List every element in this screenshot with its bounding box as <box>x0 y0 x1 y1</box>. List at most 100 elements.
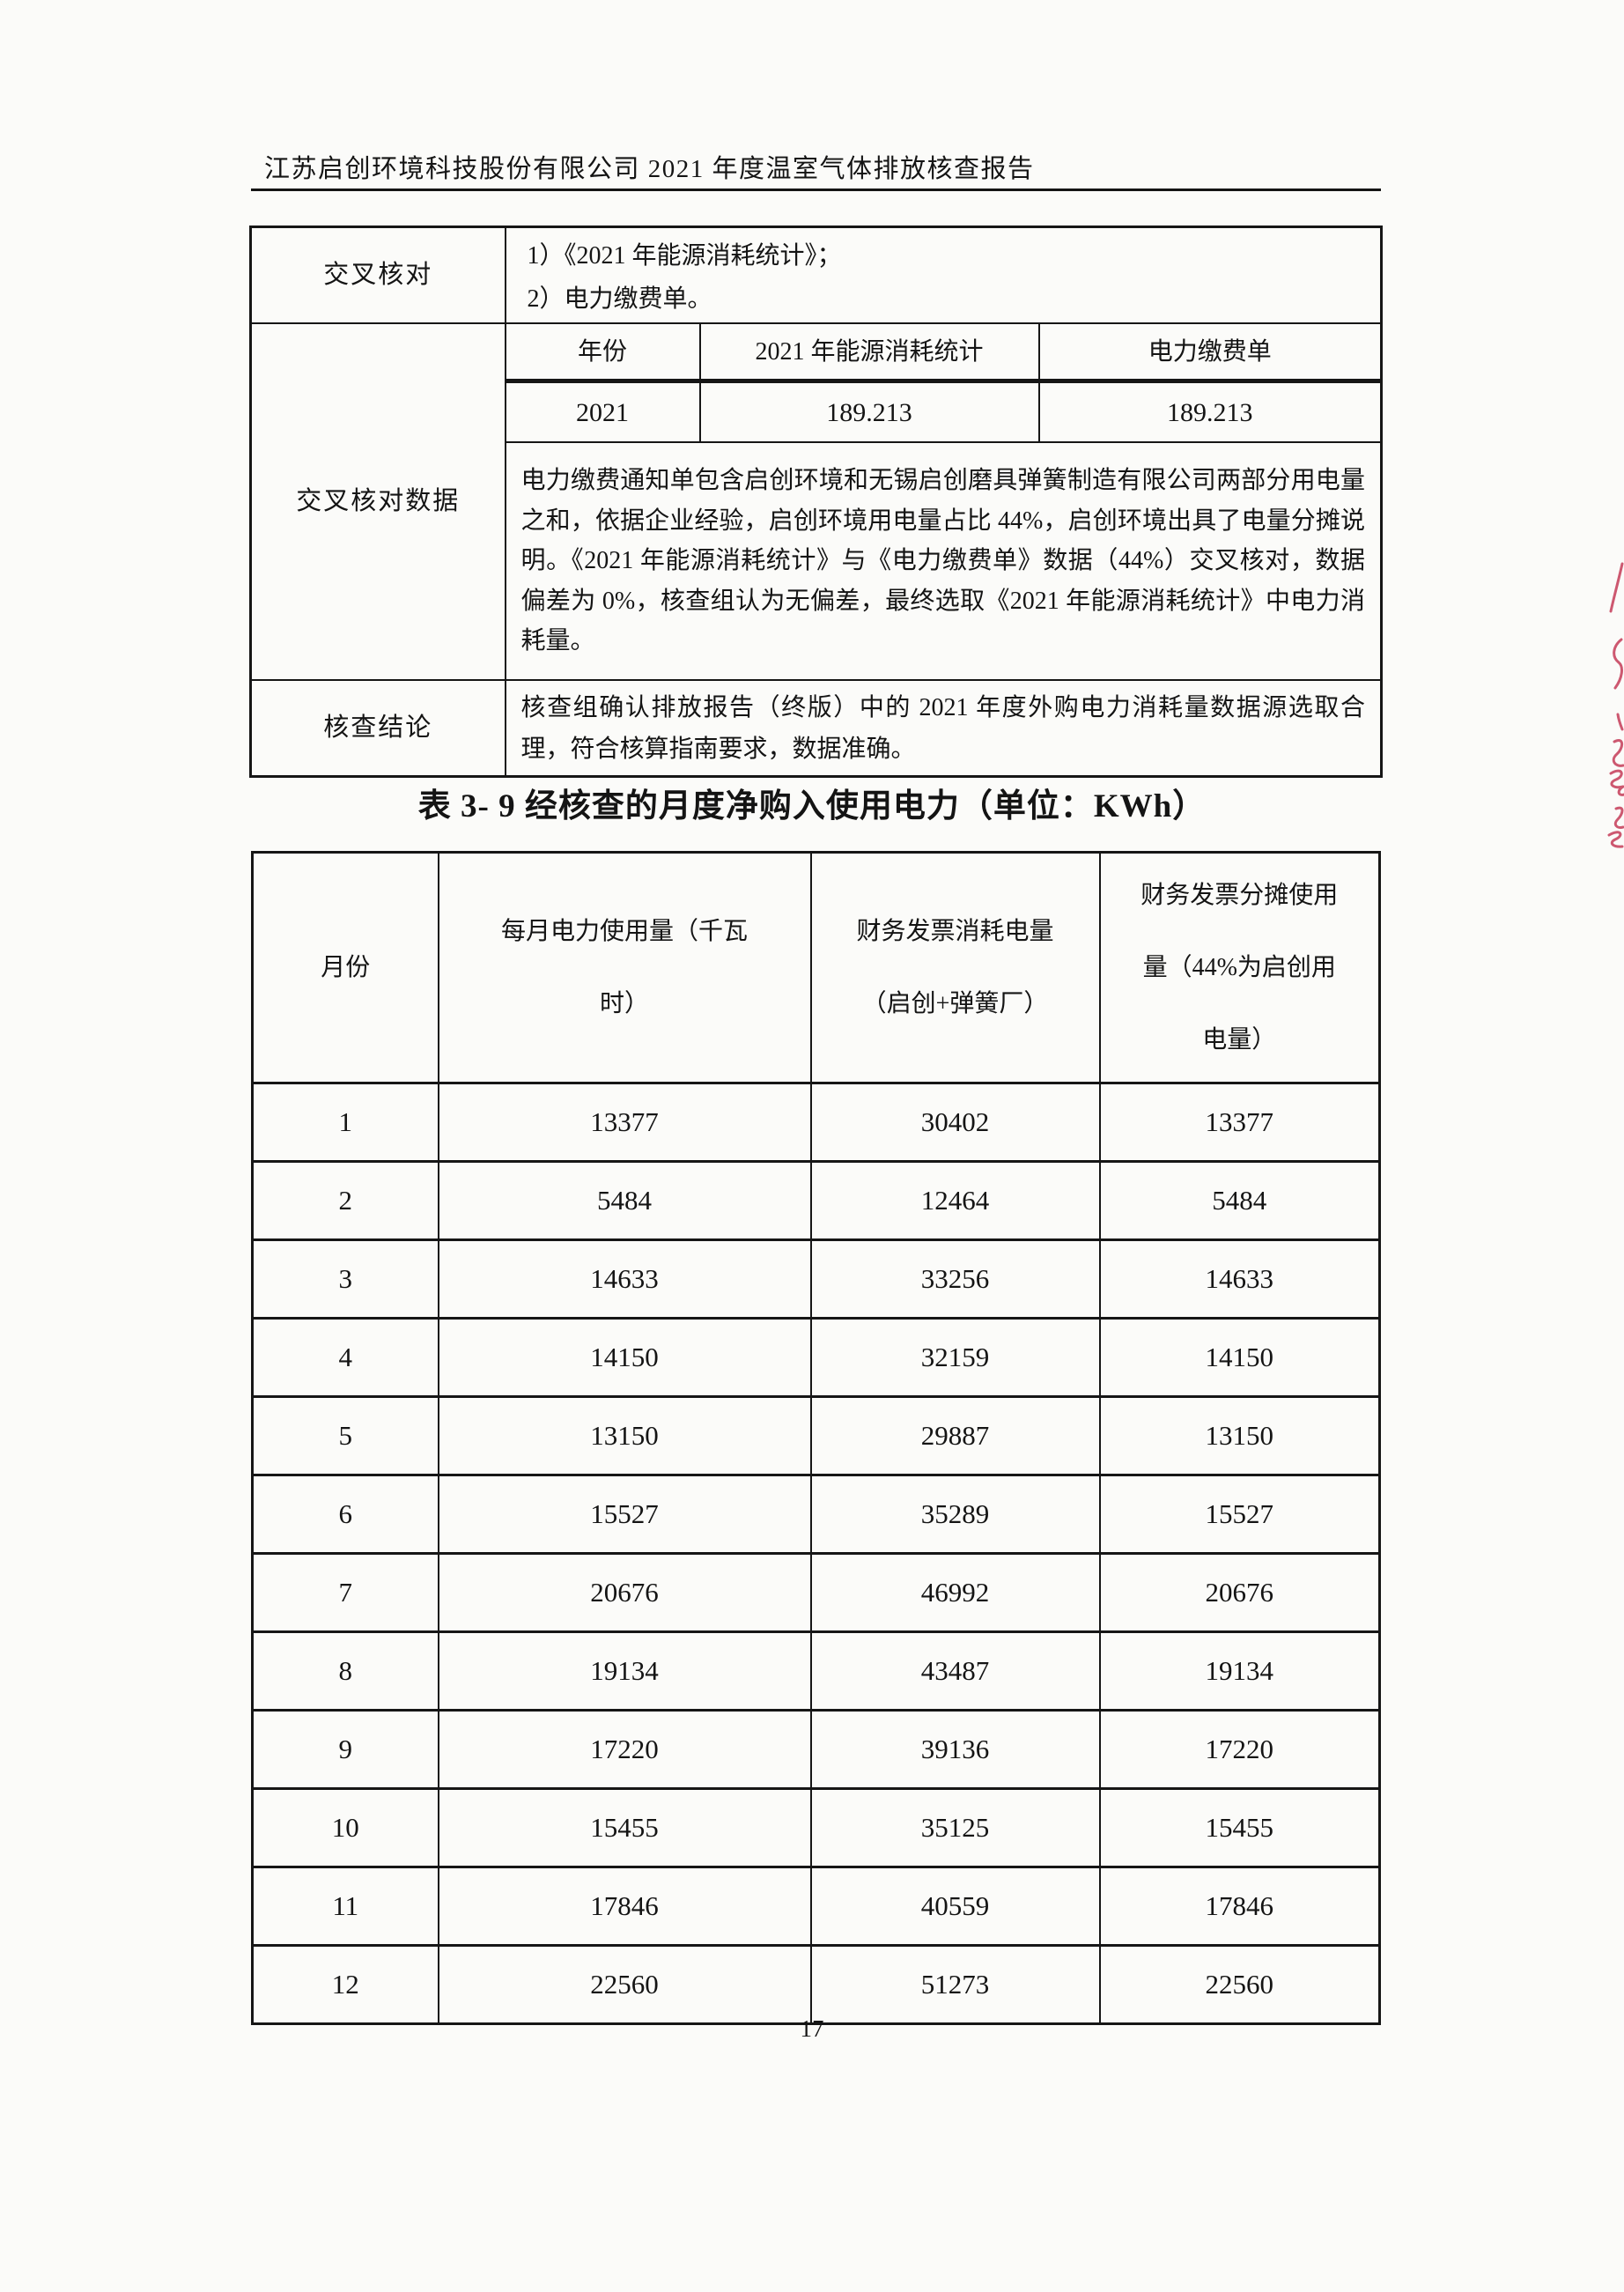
column-header-month: 月份 <box>251 851 439 1084</box>
month-cell: 3 <box>251 1238 439 1320</box>
value-cell: 43487 <box>809 1630 1101 1712</box>
month-cell: 5 <box>251 1395 439 1476</box>
value-cell: 46992 <box>809 1552 1101 1633</box>
value-cell: 14633 <box>1098 1238 1381 1320</box>
table-row: 交叉核对数据 年份 2021 年能源消耗统计 电力缴费单 <box>249 322 1383 681</box>
table-row: 5 13150 29887 13150 <box>251 1395 1381 1476</box>
conclusion-text: 核查组确认排放报告（终版）中的 2021 年度外购电力消耗量数据源选取合理，符合… <box>504 679 1383 778</box>
table-row: 核查结论 核查组确认排放报告（终版）中的 2021 年度外购电力消耗量数据源选取… <box>249 679 1383 778</box>
row-label-cross-check: 交叉核对 <box>249 226 506 324</box>
value-cell: 15455 <box>437 1787 812 1868</box>
header-line: （启创+弹簧厂） <box>861 989 1049 1017</box>
value-cell: 35289 <box>809 1474 1101 1555</box>
value-cell: 17846 <box>437 1866 812 1947</box>
table-row: 8 19134 43487 19134 <box>251 1630 1381 1712</box>
table-row: 10 15455 35125 15455 <box>251 1787 1381 1868</box>
header-line: 每月电力使用量（千瓦 <box>500 917 748 945</box>
header-line: 量（44%为启创用 <box>1142 953 1336 981</box>
nested-value-year: 2021 <box>504 379 701 443</box>
cross-check-table: 交叉核对 1）《2021 年能源消耗统计》； 2）电力缴费单。 交叉核对数据 年… <box>249 226 1383 778</box>
header-rule <box>251 189 1381 191</box>
value-cell: 17220 <box>437 1709 812 1790</box>
table-row: 3 14633 33256 14633 <box>251 1238 1381 1320</box>
value-cell: 15527 <box>1098 1474 1381 1555</box>
month-cell: 2 <box>251 1160 439 1241</box>
value-cell: 15527 <box>437 1474 812 1555</box>
month-cell: 9 <box>251 1709 439 1790</box>
value-cell: 17220 <box>1098 1709 1381 1790</box>
value-cell: 22560 <box>437 1944 812 2025</box>
value-cell: 5484 <box>437 1160 812 1241</box>
table-row: 交叉核对 1）《2021 年能源消耗统计》； 2）电力缴费单。 <box>249 226 1383 324</box>
table-header-row: 月份 每月电力使用量（千瓦 时） 财务发票消耗电量 （启创+弹簧厂） 财务发票分… <box>251 851 1381 1084</box>
monthly-electricity-table: 月份 每月电力使用量（千瓦 时） 财务发票消耗电量 （启创+弹簧厂） 财务发票分… <box>251 851 1381 2025</box>
value-cell: 13377 <box>1098 1082 1381 1163</box>
table-row: 7 20676 46992 20676 <box>251 1552 1381 1633</box>
cross-check-data-paragraph: 电力缴费通知单包含启创环境和无锡启创磨具弹簧制造有限公司两部分用电量之和，依据企… <box>504 441 1383 681</box>
value-cell: 40559 <box>809 1866 1101 1947</box>
source-line-2: 2）电力缴费单。 <box>527 285 712 313</box>
nested-header-electricity-bill: 电力缴费单 <box>1037 322 1383 382</box>
value-cell: 19134 <box>1098 1630 1381 1712</box>
header-line: 时） <box>599 989 649 1017</box>
table-row: 12 22560 51273 22560 <box>251 1944 1381 2025</box>
month-cell: 7 <box>251 1552 439 1633</box>
value-cell: 12464 <box>809 1160 1101 1241</box>
month-cell: 10 <box>251 1787 439 1868</box>
value-cell: 13150 <box>437 1395 812 1476</box>
table-row: 2021 189.213 189.213 <box>251 379 1383 443</box>
monthly-table-body: 1 13377 30402 13377 2 5484 12464 5484 3 14633 3325… <box>251 1082 1381 2025</box>
nested-header-energy-stat: 2021 年能源消耗统计 <box>698 322 1040 382</box>
page-number: 17 <box>800 2015 824 2042</box>
row-label-conclusion: 核查结论 <box>249 679 506 778</box>
header-line: 电量） <box>1202 1025 1277 1054</box>
value-cell: 19134 <box>437 1630 812 1712</box>
cross-check-sources: 1）《2021 年能源消耗统计》； 2）电力缴费单。 <box>504 226 1383 324</box>
value-cell: 17846 <box>1098 1866 1381 1947</box>
month-cell: 8 <box>251 1630 439 1712</box>
nested-value-energy-stat: 189.213 <box>698 379 1040 443</box>
value-cell: 5484 <box>1098 1160 1381 1241</box>
table-row: 1 13377 30402 13377 <box>251 1082 1381 1163</box>
table-row: 2 5484 12464 5484 <box>251 1160 1381 1241</box>
value-cell: 30402 <box>809 1082 1101 1163</box>
column-header-invoice-consumption: 财务发票消耗电量 （启创+弹簧厂） <box>809 851 1101 1084</box>
month-cell: 6 <box>251 1474 439 1555</box>
red-handwriting-marks-icon <box>1607 562 1624 848</box>
row-label-cross-check-data: 交叉核对数据 <box>249 322 506 681</box>
source-line-1: 1）《2021 年能源消耗统计》； <box>527 241 842 270</box>
value-cell: 14150 <box>1098 1317 1381 1398</box>
table-row: 6 15527 35289 15527 <box>251 1474 1381 1555</box>
value-cell: 35125 <box>809 1787 1101 1868</box>
value-cell: 14150 <box>437 1317 812 1398</box>
value-cell: 14633 <box>437 1238 812 1320</box>
column-header-allocated-usage: 财务发票分摊使用 量（44%为启创用 电量） <box>1098 851 1381 1084</box>
header-line: 月份 <box>321 953 371 981</box>
value-cell: 13150 <box>1098 1395 1381 1476</box>
value-cell: 29887 <box>809 1395 1101 1476</box>
value-cell: 22560 <box>1098 1944 1381 2025</box>
document-header-title: 江苏启创环境科技股份有限公司 2021 年度温室气体排放核查报告 <box>264 155 1035 183</box>
column-header-monthly-usage: 每月电力使用量（千瓦 时） <box>437 851 812 1084</box>
value-cell: 20676 <box>1098 1552 1381 1633</box>
table-row: 电力缴费通知单包含启创环境和无锡启创磨具弹簧制造有限公司两部分用电量之和，依据企… <box>251 441 1383 681</box>
table-row: 4 14150 32159 14150 <box>251 1317 1381 1398</box>
header-line: 财务发票消耗电量 <box>856 917 1054 945</box>
value-cell: 20676 <box>437 1552 812 1633</box>
monthly-table-title: 表 3- 9 经核查的月度净购入使用电力（单位：KWh） <box>417 788 1207 824</box>
month-cell: 11 <box>251 1866 439 1947</box>
header-line: 财务发票分摊使用 <box>1140 881 1339 909</box>
table-row: 9 17220 39136 17220 <box>251 1709 1381 1790</box>
value-cell: 39136 <box>809 1709 1101 1790</box>
value-cell: 33256 <box>809 1238 1101 1320</box>
nested-value-electricity-bill: 189.213 <box>1037 379 1383 443</box>
value-cell: 13377 <box>437 1082 812 1163</box>
month-cell: 4 <box>251 1317 439 1398</box>
month-cell: 1 <box>251 1082 439 1163</box>
table-row: 11 17846 40559 17846 <box>251 1866 1381 1947</box>
value-cell: 15455 <box>1098 1787 1381 1868</box>
value-cell: 51273 <box>809 1944 1101 2025</box>
nested-header-year: 年份 <box>504 322 701 382</box>
value-cell: 32159 <box>809 1317 1101 1398</box>
